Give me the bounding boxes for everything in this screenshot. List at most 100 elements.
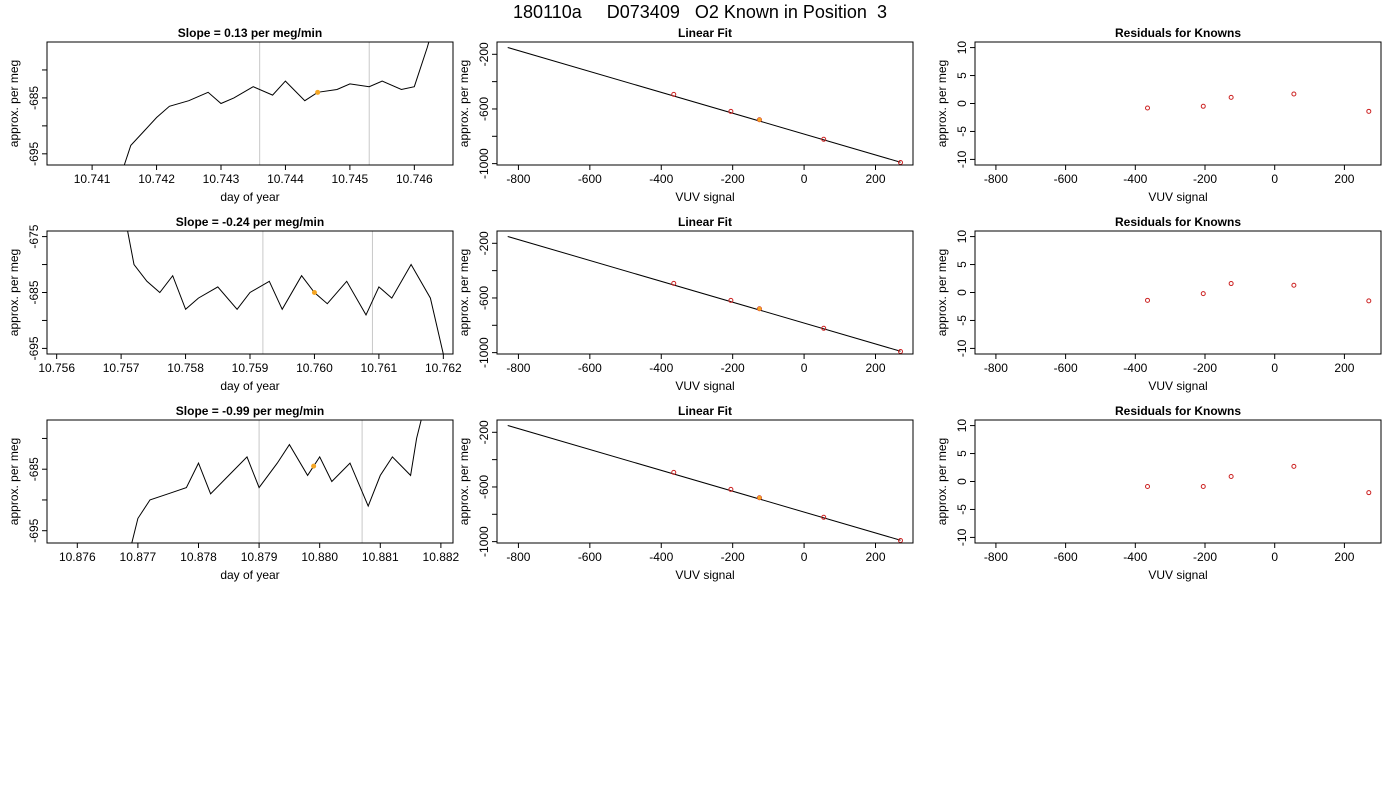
- panel-title: Slope = -0.24 per meg/min: [176, 215, 324, 229]
- x-tick-label: -800: [984, 550, 1008, 564]
- panel-title: Residuals for Knowns: [1115, 215, 1241, 229]
- panel-2-2: Linear Fit -800 -600 -400 -200 0 200 -1000 -600 -…: [457, 215, 914, 393]
- x-tick-label: 10.741: [74, 172, 111, 186]
- x-tick-label: -800: [506, 361, 530, 375]
- panel-title: Linear Fit: [678, 215, 732, 229]
- panel-2-3: Residuals for Knowns -800 -600 -400 -200 0 200…: [935, 215, 1382, 393]
- y-tick-label: -10: [955, 528, 969, 546]
- known-point: [671, 469, 677, 475]
- plot-frame: [496, 230, 914, 355]
- x-tick-label: 200: [1334, 361, 1354, 375]
- known-point: [821, 514, 827, 520]
- x-axis-label: VUV signal: [1148, 379, 1207, 393]
- y-tick-label: 0: [955, 100, 969, 107]
- x-tick-label: -200: [721, 361, 745, 375]
- x-tick-label: -200: [1193, 361, 1217, 375]
- x-tick-label: -800: [984, 361, 1008, 375]
- x-tick-label: 10.746: [396, 172, 433, 186]
- x-tick-label: -800: [506, 172, 530, 186]
- y-tick-label: -5: [955, 504, 969, 515]
- x-tick-label: -600: [1054, 172, 1078, 186]
- y-tick-label: -685: [27, 280, 41, 304]
- x-tick-label: 200: [865, 361, 885, 375]
- y-tick-label: 10: [955, 419, 969, 433]
- residual-point: [1366, 490, 1372, 496]
- x-tick-label: -400: [649, 361, 673, 375]
- fit-line: [507, 424, 901, 541]
- y-axis-label: approx. per meg: [935, 60, 949, 147]
- residual-point: [1366, 108, 1372, 114]
- x-tick-label: 10.744: [267, 172, 304, 186]
- average-marker: [311, 463, 317, 469]
- known-point: [898, 160, 904, 165]
- residual-point: [1200, 291, 1206, 297]
- fit-line: [507, 46, 901, 163]
- panel-title: Linear Fit: [678, 404, 732, 418]
- x-tick-label: 0: [801, 550, 808, 564]
- y-axis-label: approx. per meg: [7, 438, 21, 525]
- residual-point: [1366, 298, 1372, 304]
- x-tick-label: 200: [865, 550, 885, 564]
- series-line: [127, 231, 444, 354]
- plot-content: [1145, 463, 1372, 496]
- panel-title: Linear Fit: [678, 26, 732, 40]
- x-tick-label: 10.743: [203, 172, 240, 186]
- y-tick-label: -600: [477, 97, 491, 121]
- plot-content: [131, 420, 422, 543]
- x-tick-label: -600: [578, 361, 602, 375]
- page-title: 180110a D073409 O2 Known in Position 3: [513, 2, 887, 22]
- x-tick-label: -600: [1054, 550, 1078, 564]
- residual-point: [1228, 281, 1234, 287]
- y-tick-label: 5: [955, 450, 969, 457]
- residual-point: [1291, 91, 1297, 97]
- known-point: [821, 136, 827, 142]
- panel-1-2: Linear Fit -800 -600 -400 -200 0 200 -1000 -600 -…: [457, 26, 914, 204]
- y-tick-label: -5: [955, 315, 969, 326]
- plot-frame: [46, 419, 454, 544]
- plot-frame: [974, 41, 1382, 166]
- y-tick-label: -695: [27, 336, 41, 360]
- y-axis-label: approx. per meg: [7, 60, 21, 147]
- x-tick-label: -400: [1123, 361, 1147, 375]
- residual-point: [1291, 282, 1297, 288]
- x-axis-label: day of year: [220, 568, 279, 582]
- average-marker: [315, 89, 321, 95]
- x-tick-label: 0: [801, 172, 808, 186]
- plot-content: [1145, 281, 1372, 304]
- known-point: [728, 108, 734, 114]
- x-tick-label: 10.879: [241, 550, 278, 564]
- fit-line: [507, 235, 901, 352]
- plot-frame: [496, 419, 914, 544]
- y-tick-label: 5: [955, 261, 969, 268]
- x-tick-label: -400: [649, 550, 673, 564]
- plot-content: [127, 231, 444, 354]
- unknown-marker: [757, 306, 762, 311]
- known-point: [671, 280, 677, 286]
- x-axis-label: VUV signal: [675, 568, 734, 582]
- known-point: [728, 297, 734, 303]
- x-axis-label: VUV signal: [1148, 568, 1207, 582]
- y-tick-label: -695: [27, 141, 41, 165]
- y-tick-label: -675: [27, 224, 41, 248]
- residual-point: [1145, 484, 1151, 490]
- x-tick-label: 10.878: [180, 550, 217, 564]
- x-axis-label: day of year: [220, 379, 279, 393]
- panel-1-1: Slope = 0.13 per meg/min 10.741 10.742 10.7…: [7, 26, 454, 204]
- y-axis-label: approx. per meg: [457, 438, 471, 525]
- y-tick-label: -1000: [477, 526, 491, 557]
- x-tick-label: 10.745: [332, 172, 369, 186]
- x-tick-label: 10.882: [423, 550, 460, 564]
- x-tick-label: 10.758: [167, 361, 204, 375]
- x-tick-label: 0: [801, 361, 808, 375]
- plot-frame: [496, 41, 914, 166]
- plot-content: [1145, 91, 1372, 114]
- known-point: [671, 91, 677, 97]
- x-tick-label: -600: [1054, 361, 1078, 375]
- x-tick-label: 10.760: [296, 361, 333, 375]
- series-line: [123, 42, 430, 165]
- y-tick-label: -10: [955, 150, 969, 168]
- y-tick-label: -10: [955, 339, 969, 357]
- x-axis-label: VUV signal: [675, 379, 734, 393]
- residual-point: [1228, 94, 1234, 100]
